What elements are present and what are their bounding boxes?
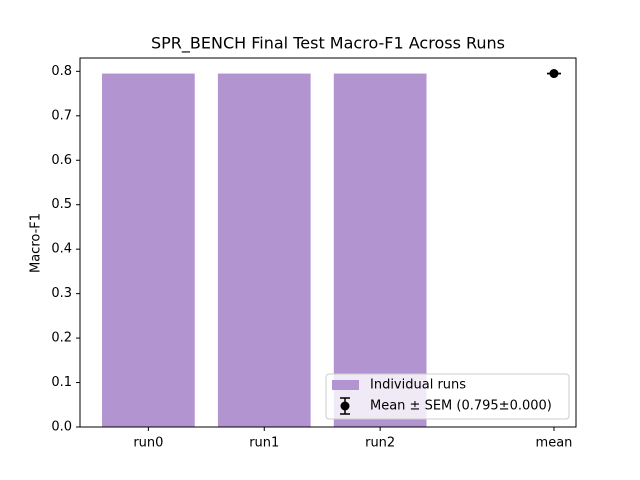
y-axis-label: Macro-F1 — [29, 213, 44, 273]
legend-swatch — [332, 380, 359, 390]
legend-box — [325, 373, 570, 420]
bar — [102, 73, 195, 427]
y-tick-label: 0.7 — [51, 108, 72, 123]
x-tick-label: mean — [536, 436, 573, 451]
y-tick-label: 0.6 — [51, 153, 72, 168]
mean-marker — [549, 69, 559, 79]
y-tick-label: 0.4 — [51, 242, 72, 257]
y-tick-label: 0.0 — [51, 420, 72, 435]
legend-label: Individual runs — [370, 378, 466, 393]
bar — [333, 73, 427, 427]
legend: Individual runs Mean ± SEM (0.795±0.000) — [325, 373, 570, 420]
x-tick-label: run1 — [249, 436, 279, 451]
legend-swatch — [340, 401, 350, 411]
axes-frame — [79, 57, 577, 428]
y-tick-label: 0.1 — [51, 375, 72, 390]
chart-title: SPR_BENCH Final Test Macro-F1 Across Run… — [151, 34, 505, 54]
x-tick-label: run2 — [365, 436, 395, 451]
error-bar — [546, 69, 561, 79]
x-tick-label: run0 — [133, 436, 163, 451]
legend-label: Mean ± SEM (0.795±0.000) — [370, 399, 552, 414]
bar — [217, 73, 311, 427]
y-tick-label: 0.3 — [51, 286, 72, 301]
y-tick-label: 0.2 — [51, 331, 72, 346]
y-tick-label: 0.8 — [51, 64, 72, 79]
y-tick-label: 0.5 — [51, 197, 72, 212]
